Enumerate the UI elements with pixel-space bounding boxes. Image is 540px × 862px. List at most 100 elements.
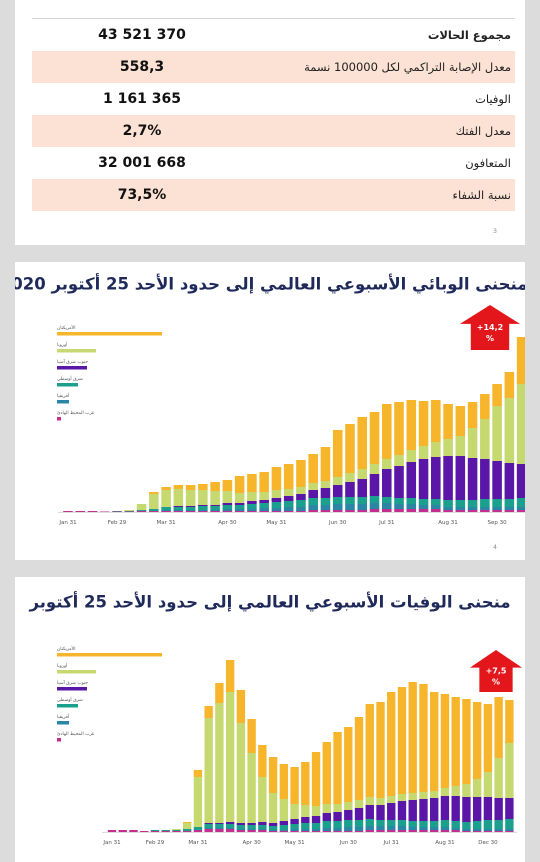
annotation-text: % — [492, 678, 500, 687]
bar-segment — [225, 692, 235, 822]
bar-segment — [75, 511, 86, 512]
bar-segment — [247, 753, 256, 823]
legend-swatch — [57, 704, 78, 708]
bar-segment — [172, 830, 181, 831]
bar-segment — [344, 827, 353, 831]
bar-segment — [369, 496, 380, 503]
bar-segment — [462, 822, 471, 829]
bar-segment — [408, 830, 417, 832]
bar-segment — [419, 799, 428, 821]
bar-segment — [483, 797, 493, 820]
bar-segment — [279, 825, 289, 830]
bar-segment — [516, 337, 525, 384]
bar-segment — [516, 464, 525, 498]
bar-segment — [451, 821, 460, 828]
bar-segment — [234, 493, 245, 503]
x-tick-label: Apr 30 — [242, 840, 261, 846]
bar-segment — [455, 507, 466, 510]
bar-segment — [320, 498, 331, 505]
bar-segment — [296, 511, 306, 512]
bar-segment — [472, 829, 482, 831]
bar-segment — [301, 831, 310, 832]
bar-segment — [480, 507, 490, 510]
bar-segment — [455, 456, 466, 500]
bar-segment — [204, 718, 213, 823]
bar-segment — [234, 476, 245, 493]
bar-segment — [308, 490, 318, 498]
bar-segment — [480, 419, 490, 459]
bar-segment — [397, 794, 407, 801]
bar-segment — [357, 497, 368, 504]
bar-segment — [480, 510, 490, 512]
bar-segment — [222, 503, 233, 505]
label-cell: نسبة الشفاء — [252, 179, 515, 211]
bar-segment — [430, 791, 439, 798]
bar-segment — [296, 494, 306, 500]
x-tick-label: Mar 31 — [188, 840, 207, 846]
bar-segment — [397, 826, 407, 830]
bar-segment — [408, 682, 417, 793]
bar-segment — [406, 450, 417, 462]
bar-segment — [161, 831, 170, 832]
annotation-arrow — [460, 305, 520, 350]
bar-segment — [268, 831, 278, 832]
bar-segment — [210, 510, 220, 511]
bar-segment — [301, 762, 310, 805]
bar-segment — [259, 503, 269, 508]
bar-segment — [397, 820, 407, 826]
x-tick-label: Jan 31 — [102, 840, 120, 846]
bar-segment — [198, 505, 208, 506]
bar-segment — [332, 430, 343, 477]
bar-segment — [480, 459, 490, 499]
bar-segment — [381, 509, 392, 512]
bar-segment — [333, 821, 342, 828]
bar-segment — [455, 406, 466, 436]
bar-segment — [322, 821, 331, 828]
legend-swatch — [57, 687, 87, 691]
bar-segment — [451, 697, 460, 786]
bar-segment — [376, 820, 385, 826]
bar-segment — [296, 487, 306, 494]
bar-segment — [430, 798, 439, 821]
bar-segment — [215, 829, 224, 832]
bar-segment — [247, 825, 256, 829]
bar-segment — [504, 507, 515, 510]
bar-segment — [87, 511, 98, 512]
bar-segment — [408, 821, 417, 827]
bar-segment — [455, 510, 466, 512]
bar-segment — [308, 510, 318, 512]
bar-segment — [376, 805, 385, 820]
bar-segment — [320, 447, 331, 481]
bar-segment — [185, 511, 196, 512]
bar-segment — [283, 507, 294, 511]
bar-segment — [173, 489, 184, 506]
bar-segment — [472, 702, 482, 779]
bar-segment — [247, 823, 256, 825]
value-cell: 43 521 370 — [98, 27, 186, 43]
bar-segment — [365, 819, 374, 826]
bar-segment — [258, 829, 267, 830]
bar-segment — [268, 793, 278, 823]
bar-segment — [443, 404, 453, 439]
bar-segment — [311, 806, 321, 816]
bar-segment — [443, 439, 453, 456]
bar-segment — [259, 472, 269, 492]
bar-segment — [394, 498, 404, 504]
bar-segment — [322, 742, 331, 804]
bar-segment — [124, 510, 135, 511]
bar-segment — [472, 821, 482, 829]
bar-segment — [332, 510, 343, 512]
bar-segment — [440, 820, 450, 827]
bar-segment — [173, 485, 184, 489]
legend-label: الأمريكتان — [57, 324, 75, 331]
bar-segment — [387, 820, 396, 826]
bar-segment — [451, 830, 460, 832]
bar-segment — [376, 830, 385, 832]
bar-segment — [365, 805, 374, 819]
bar-segment — [430, 821, 439, 827]
bar-segment — [504, 398, 515, 463]
bar-segment — [418, 509, 429, 512]
bar-segment — [365, 830, 374, 832]
bar-segment — [504, 510, 515, 512]
bar-segment — [397, 830, 407, 832]
